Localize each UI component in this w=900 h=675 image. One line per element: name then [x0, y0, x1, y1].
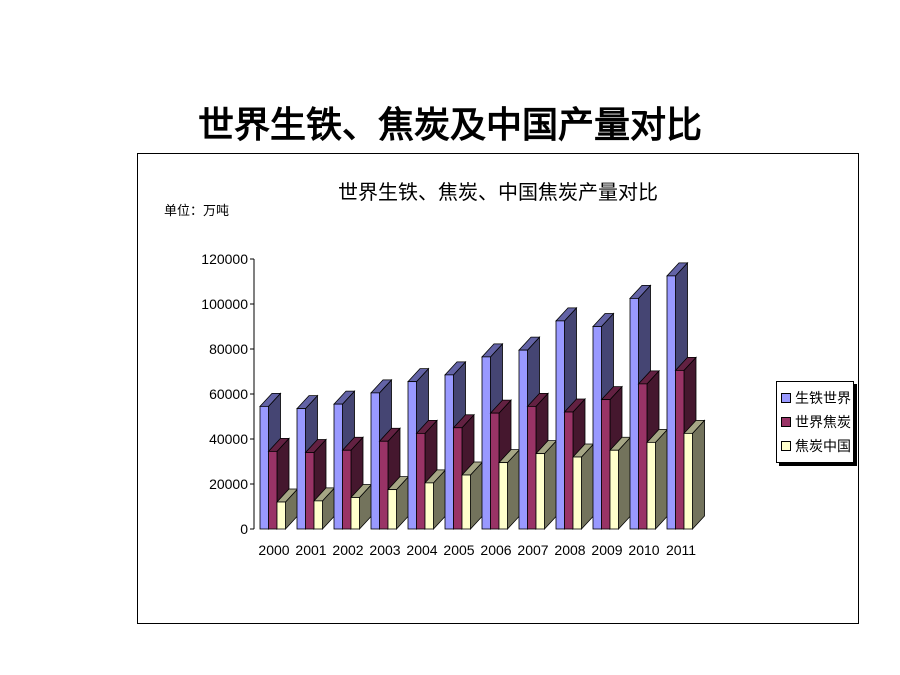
- legend-item-2: 焦炭中国: [781, 434, 853, 458]
- bar-0: [555, 320, 565, 530]
- bar-1: [638, 383, 648, 530]
- y-tick-label: 100000: [201, 296, 248, 312]
- bar-0: [444, 374, 454, 530]
- bar-1: [305, 452, 315, 530]
- x-tick-label: 2011: [666, 542, 696, 558]
- bar-1: [342, 449, 352, 530]
- bar-1: [527, 405, 537, 530]
- bar-2: [387, 489, 397, 530]
- legend-item-1: 世界焦炭: [781, 410, 853, 434]
- bar-0: [370, 392, 380, 530]
- bar-0: [259, 405, 269, 530]
- bar-0: [407, 381, 417, 530]
- bar-side-2: [544, 439, 557, 531]
- bar-side-2: [618, 436, 631, 531]
- bar-side-2: [655, 428, 668, 531]
- bar-0: [666, 275, 676, 530]
- bar-2: [276, 501, 286, 530]
- slide-title: 世界生铁、焦炭及中国产量对比: [197, 105, 702, 146]
- bar-2: [572, 456, 582, 530]
- x-tick-label: 2004: [406, 542, 437, 558]
- x-tick-label: 2000: [258, 542, 289, 558]
- chart-legend: 生铁世界 世界焦炭 焦炭中国: [776, 381, 854, 463]
- x-tick-label: 2002: [332, 542, 363, 558]
- x-tick-label: 2007: [517, 542, 548, 558]
- x-tick-label: 2001: [295, 542, 326, 558]
- bar-0: [296, 408, 306, 530]
- legend-swatch-1: [781, 417, 791, 427]
- x-tick-label: 2010: [628, 542, 659, 558]
- y-tick-label: 0: [240, 521, 248, 537]
- bar-2: [535, 453, 545, 530]
- chart-title: 世界生铁、焦炭、中国焦炭产量对比: [338, 180, 658, 204]
- bar-2: [350, 497, 360, 530]
- bar-side-2: [507, 448, 520, 531]
- bar-0: [481, 356, 491, 530]
- bar-side-2: [581, 442, 594, 531]
- bar-0: [592, 326, 602, 530]
- chart-frame: 世界生铁、焦炭、中国焦炭产量对比 单位：万吨 0 20000 40000 60000 8…: [137, 153, 859, 624]
- bar-side-2: [692, 419, 705, 531]
- bar-1: [268, 450, 278, 530]
- bar-1: [675, 369, 685, 530]
- x-tick-label: 2008: [554, 542, 585, 558]
- bar-1: [416, 432, 426, 530]
- legend-swatch-0: [781, 393, 791, 403]
- x-tick-label: 2006: [480, 542, 511, 558]
- y-tick-label: 20000: [209, 476, 248, 492]
- bar-1: [379, 440, 389, 530]
- y-tick-label: 120000: [201, 251, 248, 267]
- bar-2: [461, 474, 471, 530]
- legend-label-2: 焦炭中国: [795, 439, 851, 455]
- bar-2: [609, 449, 619, 530]
- x-tick-label: 2005: [443, 542, 474, 558]
- legend-label-1: 世界焦炭: [795, 415, 851, 431]
- y-tick-label: 60000: [209, 386, 248, 402]
- x-tick-label: 2003: [369, 542, 400, 558]
- x-tick-label: 2009: [591, 542, 622, 558]
- y-tick-label: 40000: [209, 431, 248, 447]
- bar-1: [453, 427, 463, 530]
- bar-0: [518, 349, 528, 530]
- bar-2: [646, 441, 656, 530]
- bar-1: [490, 412, 500, 530]
- bar-2: [498, 462, 508, 530]
- bar-2: [683, 432, 693, 530]
- bar-1: [601, 399, 611, 530]
- y-tick-label: 80000: [209, 341, 248, 357]
- bar-1: [564, 411, 574, 530]
- unit-label: 单位：万吨: [164, 204, 230, 219]
- bar-2: [313, 500, 323, 530]
- legend-swatch-2: [781, 441, 791, 451]
- legend-item-0: 生铁世界: [781, 386, 853, 410]
- legend-label-0: 生铁世界: [795, 391, 851, 407]
- bar-0: [333, 403, 343, 530]
- bar-2: [424, 482, 434, 530]
- bar-0: [629, 297, 639, 530]
- bar-chart-plot: 0 20000 40000 60000 80000 100000 120000 2000 200…: [201, 251, 706, 558]
